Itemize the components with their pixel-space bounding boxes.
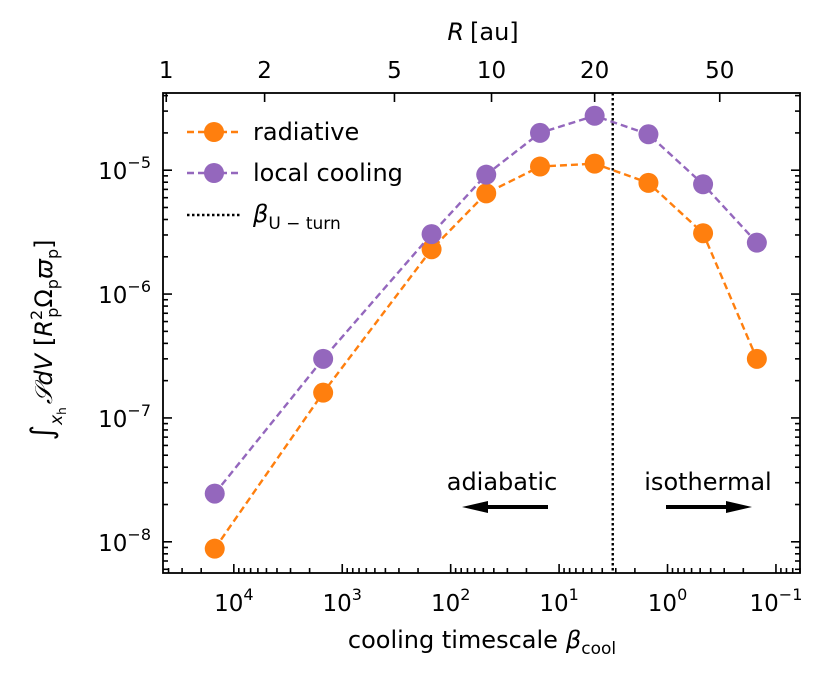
legend: radiative local cooling βU − turn: [187, 118, 403, 234]
top-tick-label-3: 10: [477, 58, 506, 84]
point-radiative: [638, 172, 659, 193]
x-tick-label-2: 102: [431, 585, 470, 617]
plot-frame: [162, 92, 801, 574]
legend-marker-radiative: [204, 122, 224, 142]
isothermal-arrow-head: [726, 501, 752, 513]
point-local-cooling: [638, 124, 659, 145]
top-tick-label-1: 2: [257, 58, 272, 84]
y-tick-label-1: 10−7: [98, 401, 151, 433]
top-tick-label-5: 50: [705, 58, 734, 84]
x-axis-title: cooling timescale βcool: [348, 626, 616, 659]
legend-entry-u-turn: βU − turn: [187, 200, 341, 234]
legend-marker-local-cooling: [204, 163, 224, 183]
adiabatic-arrow-head: [462, 501, 488, 513]
point-local-cooling: [584, 105, 605, 126]
point-radiative: [584, 153, 605, 174]
top-tick-label-0: 1: [159, 58, 174, 84]
point-radiative: [746, 348, 767, 369]
annotation-adiabatic: adiabatic: [447, 468, 558, 513]
annotation-isothermal-text: isothermal: [644, 468, 771, 496]
point-radiative: [693, 223, 714, 244]
top-tick-label-4: 20: [580, 58, 609, 84]
point-radiative: [421, 239, 442, 260]
y-tick-label-2: 10−6: [98, 277, 151, 309]
point-local-cooling: [693, 174, 714, 195]
point-local-cooling: [746, 232, 767, 253]
y-tick-labels: 10−8 10−7 10−6 10−5: [98, 153, 151, 557]
point-radiative: [530, 156, 551, 177]
legend-label-local-cooling: local cooling: [253, 159, 403, 187]
point-radiative: [313, 382, 334, 403]
point-local-cooling: [476, 164, 497, 185]
point-local-cooling: [313, 348, 334, 369]
top-axis-title: R [au]: [447, 18, 518, 46]
top-tick-label-2: 5: [387, 58, 402, 84]
legend-label-radiative: radiative: [253, 118, 359, 146]
x-tick-label-0: 104: [214, 585, 253, 617]
x-tick-labels: 104 103 102 101 100 10−1: [214, 585, 802, 617]
point-radiative: [204, 538, 225, 559]
legend-entry-radiative: radiative: [187, 118, 359, 146]
x-tick-label-5: 10−1: [750, 585, 803, 617]
annotation-isothermal: isothermal: [644, 468, 772, 513]
point-radiative: [476, 183, 497, 204]
point-local-cooling: [204, 483, 225, 504]
point-local-cooling: [530, 122, 551, 143]
y-axis-title: ∫xh𝒮dV[R2pΩpϖp]: [25, 239, 69, 440]
y-tick-label-3: 10−5: [98, 153, 151, 185]
point-local-cooling: [421, 224, 442, 245]
x-tick-label-1: 103: [323, 585, 362, 617]
x-tick-label-4: 100: [648, 585, 687, 617]
x-tick-label-3: 101: [539, 585, 578, 617]
annotation-adiabatic-text: adiabatic: [447, 468, 558, 496]
legend-label-u-turn: βU − turn: [252, 200, 341, 234]
y-tick-label-0: 10−8: [98, 525, 151, 557]
legend-entry-local-cooling: local cooling: [187, 159, 403, 187]
tick-marks: [163, 93, 801, 573]
series-group: [204, 105, 767, 559]
top-tick-labels: 1 2 5 10 20 50: [159, 58, 734, 84]
